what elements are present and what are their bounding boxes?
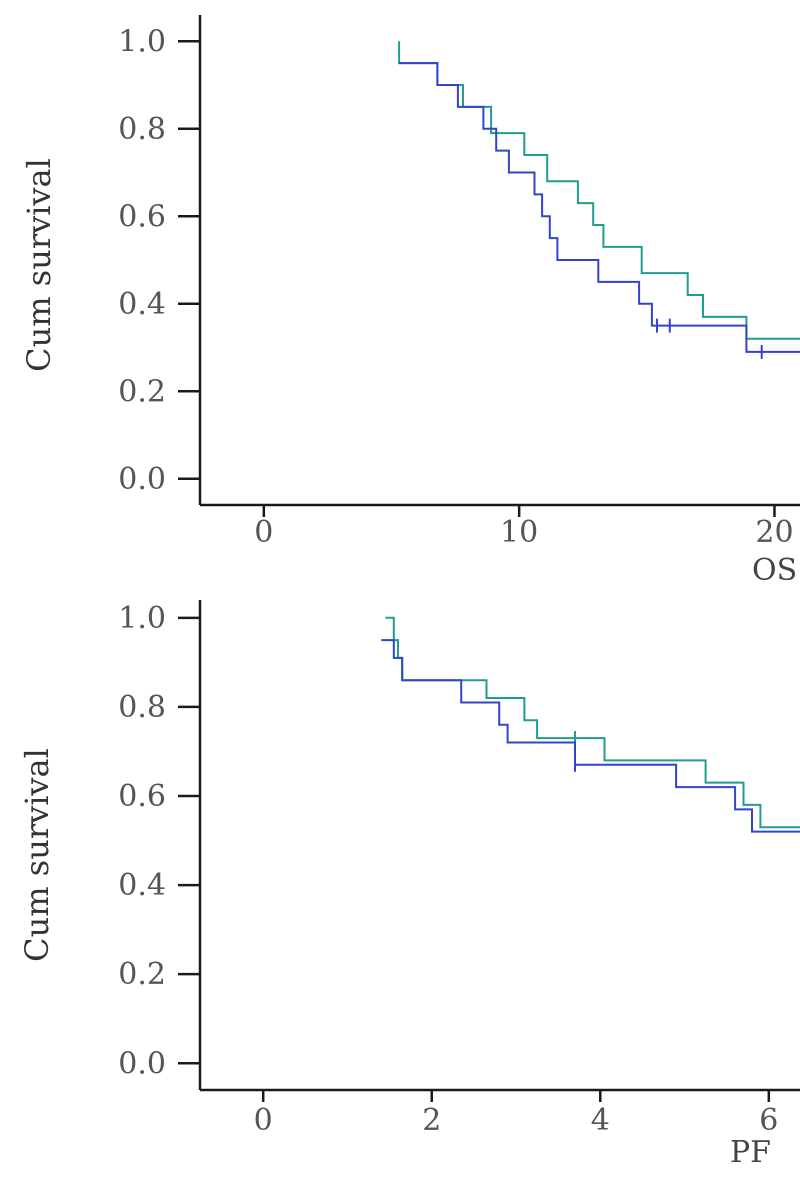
pf-survival-plot: 0.0 0.2 0.4 0.6 0.8 1.0 0 2 4 6 Cum survival PF — [18, 600, 800, 1170]
curves — [398, 41, 800, 359]
y-tick-label: 0.2 — [118, 957, 166, 992]
survival-curve-2 — [381, 639, 800, 833]
x-axis-title: OS — [752, 553, 797, 588]
curves — [381, 616, 800, 833]
y-axis-title: Cum survival — [20, 158, 58, 372]
y-axis-title: Cum survival — [18, 748, 56, 962]
x-tick-label: 20 — [755, 515, 793, 550]
x-tick-label: 6 — [759, 1103, 778, 1138]
y-tick-label: 0.2 — [118, 374, 166, 409]
survival-curve-1 — [385, 616, 800, 829]
survival-curve-1 — [398, 41, 800, 340]
y-tick-label: 0.4 — [118, 868, 166, 903]
x-axis-title: PF — [730, 1135, 771, 1170]
y-tick-label: 0.6 — [118, 779, 166, 814]
x-tick-label: 4 — [591, 1103, 610, 1138]
x-tick-label: 10 — [500, 515, 538, 550]
x-tick-label: 0 — [254, 515, 273, 550]
x-tick-label: 2 — [422, 1103, 441, 1138]
y-tick-label: 0.8 — [118, 690, 166, 725]
y-tick-label: 0.0 — [118, 1046, 166, 1081]
survival-curve-2 — [399, 62, 800, 353]
y-tick-label: 1.0 — [118, 24, 166, 59]
os-survival-plot: 0.0 0.2 0.4 0.6 0.8 1.0 0 10 20 Cum survival OS — [20, 15, 800, 588]
x-tick-label: 0 — [254, 1103, 273, 1138]
y-tick-label: 0.0 — [118, 462, 166, 497]
y-tick-label: 0.4 — [118, 287, 166, 322]
y-tick-label: 1.0 — [118, 601, 166, 636]
y-tick-label: 0.8 — [118, 112, 166, 147]
y-tick-label: 0.6 — [118, 199, 166, 234]
